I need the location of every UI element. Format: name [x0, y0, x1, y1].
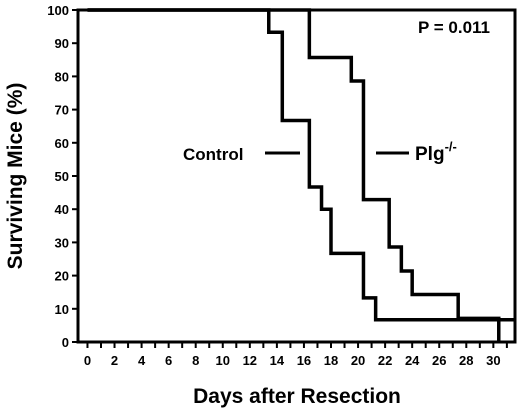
- y-tick-label: 50: [55, 169, 69, 184]
- x-tick-label: 10: [216, 353, 230, 368]
- y-tick-label: 20: [55, 269, 69, 284]
- p-value-annotation: P = 0.011: [418, 18, 490, 37]
- y-tick-label: 0: [62, 335, 69, 350]
- x-tick-label: 6: [165, 353, 172, 368]
- y-axis-title: Surviving Mice (%): [4, 83, 27, 270]
- series-line-control: [87, 8, 515, 322]
- series-label-plg-base: Plg: [415, 144, 445, 165]
- series-label-plg: Plg-/-: [415, 139, 457, 165]
- y-tick-label: 30: [55, 235, 69, 250]
- x-tick-label: 4: [138, 353, 146, 368]
- series-label-plg-sup: -/-: [445, 139, 457, 154]
- y-axis: 0 10 20 30 40 50 60 70 80 90 100: [47, 3, 78, 350]
- x-tick-label: 28: [459, 353, 473, 368]
- x-tick-label: 14: [270, 353, 285, 368]
- y-tick-label: 80: [55, 69, 69, 84]
- x-tick-label: 2: [111, 353, 118, 368]
- x-tick-label: 16: [297, 353, 311, 368]
- x-tick-label: 30: [486, 353, 500, 368]
- x-axis-title: Days after Resection: [193, 385, 401, 408]
- x-tick-label: 0: [84, 353, 91, 368]
- y-tick-label: 100: [47, 3, 69, 18]
- x-tick-label: 24: [405, 353, 420, 368]
- y-tick-label: 40: [55, 202, 69, 217]
- y-tick-label: 90: [55, 36, 69, 51]
- x-axis: 0 2 4 6 8 10 12 14 16 18 20 22 24 26 28 30: [84, 342, 508, 368]
- series-label-control: Control: [183, 145, 243, 164]
- x-tick-label: 8: [192, 353, 199, 368]
- y-tick-label: 70: [55, 103, 69, 118]
- x-tick-label: 26: [432, 353, 446, 368]
- plot-frame: [76, 8, 517, 344]
- series-layer: [87, 8, 515, 342]
- y-tick-label: 60: [55, 136, 69, 151]
- x-tick-label: 18: [324, 353, 338, 368]
- x-tick-label: 22: [378, 353, 392, 368]
- series-line-plg: [87, 8, 501, 342]
- x-tick-label: 20: [351, 353, 365, 368]
- x-tick-label: 12: [243, 353, 257, 368]
- y-tick-label: 10: [55, 302, 69, 317]
